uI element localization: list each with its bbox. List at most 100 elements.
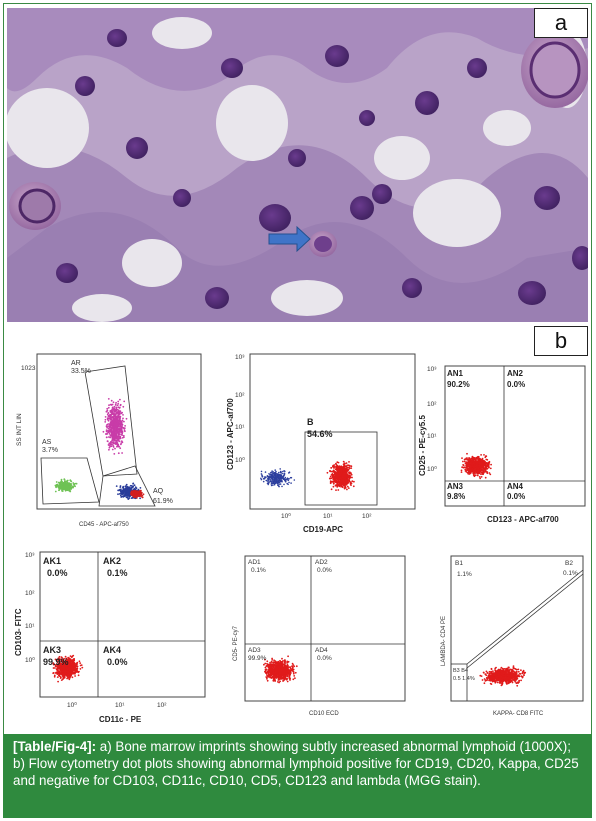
scatter-dot — [71, 666, 73, 668]
scatter-dot — [78, 670, 80, 673]
scatter-dot — [68, 489, 71, 492]
scatter-dot — [478, 462, 481, 465]
scatter-dot — [486, 467, 489, 470]
scatter-dot — [293, 675, 296, 677]
scatter-dot — [266, 660, 269, 663]
scatter-dot — [114, 416, 117, 418]
scatter-dot — [264, 471, 267, 473]
scatter-dot — [119, 403, 122, 406]
scatter-dot — [115, 413, 118, 415]
scatter-dot — [120, 443, 122, 446]
scatter-dot — [469, 465, 472, 468]
scatter-dot — [136, 497, 138, 499]
scatter-dot — [483, 467, 485, 470]
scatter-dot — [273, 471, 276, 474]
scatter-dot — [471, 460, 473, 463]
scatter-dot — [271, 481, 273, 484]
scatter-dot — [109, 436, 112, 439]
quad-ak2-label: AK2 — [103, 556, 121, 566]
p2-scatter — [260, 460, 355, 491]
scatter-dot — [268, 476, 270, 478]
quad-ad4-value: 0.0% — [317, 655, 332, 662]
scatter-dot — [347, 464, 350, 467]
scatter-dot — [115, 433, 118, 436]
scatter-dot — [290, 482, 292, 484]
scatter-dot — [346, 478, 349, 481]
scatter-dot — [341, 475, 344, 477]
scatter-dot — [111, 427, 114, 430]
scatter-dot — [119, 447, 122, 450]
scatter-dot — [342, 478, 344, 481]
scatter-dot — [340, 484, 342, 486]
scatter-dot — [106, 425, 108, 428]
dot-plot-6: B1 1.1% B2 0.1% B3 B4 0.5 1.4% LAMBDA- C… — [441, 555, 584, 717]
scatter-dot — [337, 489, 340, 491]
scatter-dot — [125, 485, 127, 487]
scatter-dot — [113, 405, 116, 408]
scatter-dot — [63, 486, 65, 489]
scatter-dot — [338, 480, 340, 483]
scatter-dot — [332, 485, 335, 488]
scatter-dot — [69, 663, 71, 665]
scatter-dot — [105, 410, 108, 413]
scatter-dot — [338, 474, 341, 477]
scatter-dot — [336, 476, 338, 479]
scatter-dot — [116, 416, 119, 419]
scatter-dot — [288, 478, 290, 480]
scatter-dot — [265, 665, 268, 667]
scatter-dot — [77, 674, 80, 677]
scatter-dot — [65, 487, 68, 490]
scatter-dot — [277, 681, 279, 683]
scatter-dot — [279, 483, 282, 485]
scatter-dot — [116, 443, 119, 445]
scatter-dot — [107, 431, 109, 434]
scatter-dot — [109, 410, 112, 412]
arrow-icon — [268, 225, 311, 253]
scatter-dot — [124, 492, 127, 494]
scatter-dot — [70, 656, 73, 659]
scatter-dot — [282, 676, 285, 678]
scatter-dot — [104, 416, 107, 418]
scatter-dot — [74, 671, 77, 673]
scatter-dot — [281, 485, 283, 488]
scatter-dot — [104, 421, 107, 423]
scatter-dot — [113, 419, 115, 422]
scatter-dot — [284, 481, 287, 483]
scatter-dot — [126, 485, 129, 488]
scatter-dot — [127, 489, 129, 491]
scatter-dot — [466, 471, 469, 474]
scatter-dot — [114, 439, 117, 442]
scatter-dot — [270, 676, 272, 679]
scatter-dot — [272, 484, 274, 486]
p2-xtick: 10² — [362, 513, 372, 520]
scatter-dot — [110, 422, 113, 425]
scatter-dot — [275, 474, 277, 477]
scatter-dot — [69, 655, 72, 657]
scatter-dot — [66, 479, 69, 482]
p2-xlabel: CD19-APC — [303, 525, 343, 534]
scatter-dot — [113, 442, 116, 445]
p5-scatter — [263, 655, 298, 684]
scatter-dot — [269, 479, 272, 481]
scatter-dot — [337, 461, 340, 464]
scatter-dot — [81, 666, 84, 669]
scatter-dot — [472, 471, 475, 474]
p4-xtick: 10¹ — [115, 702, 125, 709]
scatter-dot — [266, 674, 268, 676]
scatter-dot — [109, 413, 111, 416]
scatter-dot — [70, 482, 72, 485]
p2-xtick: 10¹ — [323, 513, 333, 520]
p1-scatter — [54, 398, 145, 500]
scatter-dot — [483, 454, 485, 456]
scatter-dot — [334, 476, 337, 479]
scatter-dot — [54, 667, 56, 669]
scatter-dot — [470, 470, 472, 473]
scatter-dot — [56, 484, 59, 487]
scatter-dot — [496, 681, 499, 684]
scatter-dot — [130, 493, 133, 495]
scatter-dot — [107, 412, 110, 415]
scatter-dot — [117, 493, 119, 496]
scatter-dot — [266, 479, 268, 482]
p2-ytick: 10³ — [235, 354, 245, 361]
scatter-dot — [342, 469, 345, 471]
